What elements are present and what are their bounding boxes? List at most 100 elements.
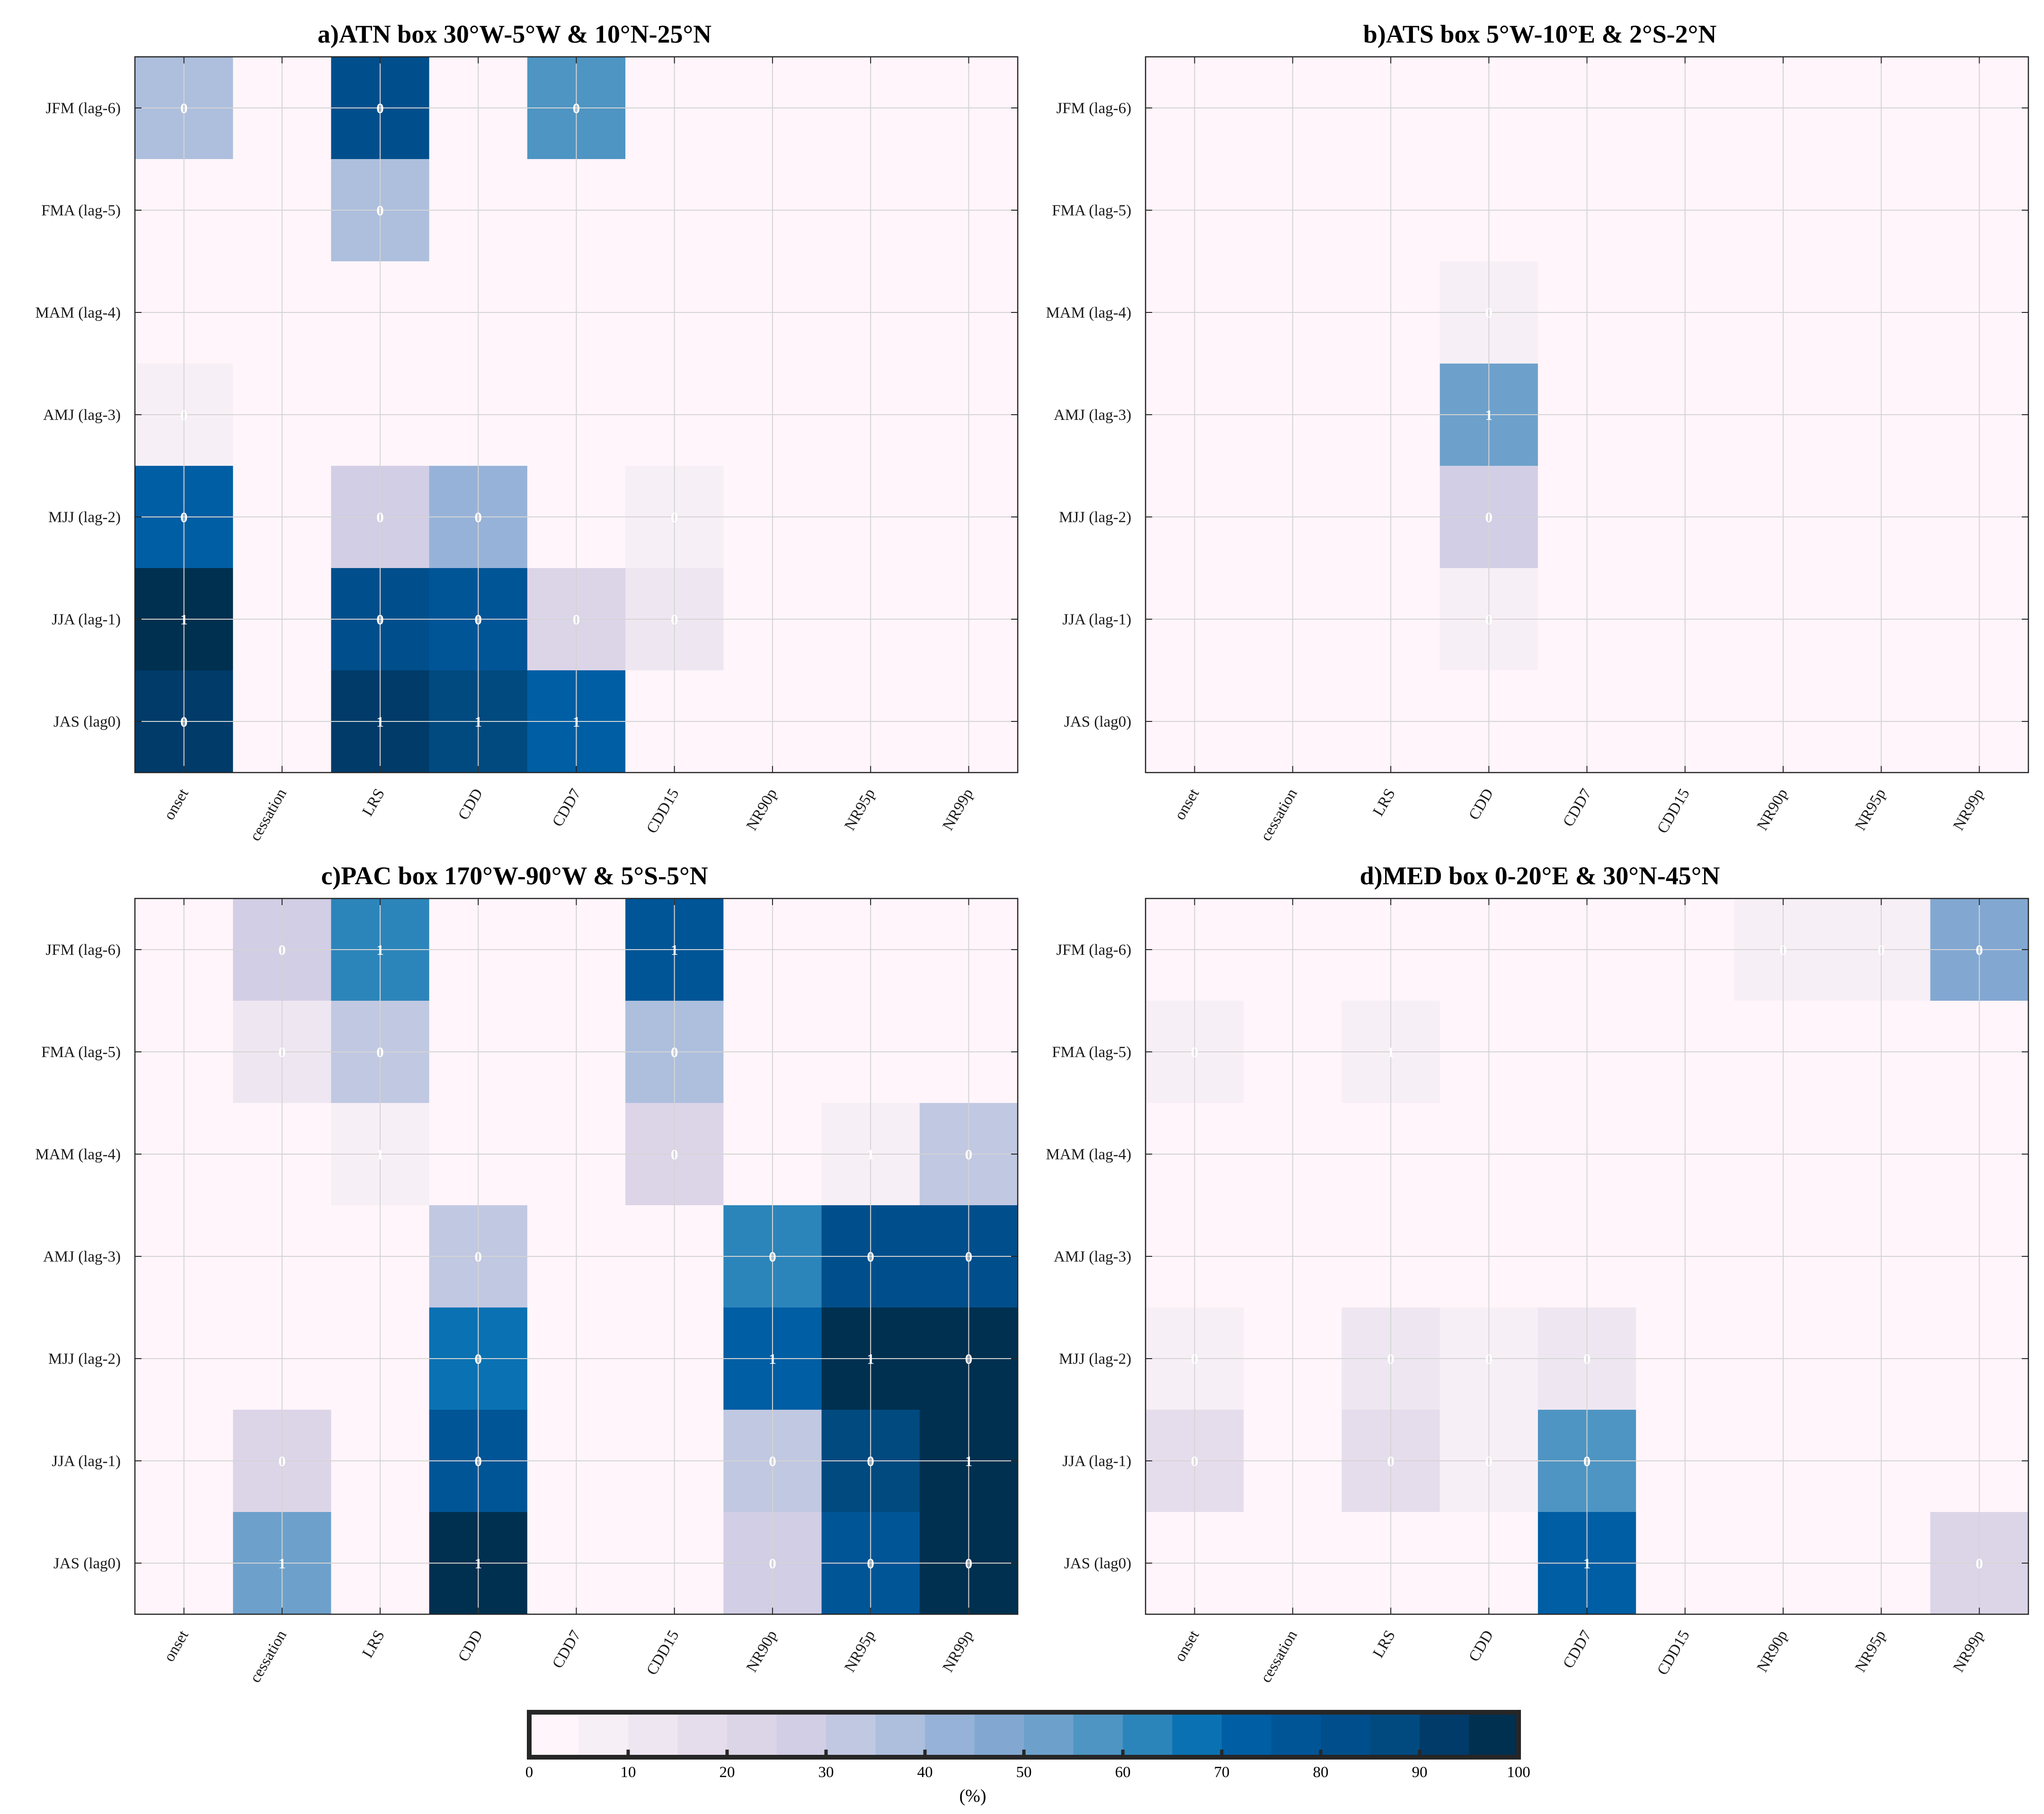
panel-c-title: c)PAC box 170°W-90°W & 5°S-5°N: [321, 862, 708, 890]
panel-b-cell-label: 1: [1485, 407, 1493, 423]
panel-c: c)PAC box 170°W-90°W & 5°S-5°N 0 1 1 0 0 0 1 0 1…: [35, 862, 1019, 1686]
panel-d: d)MED box 0-20°E & 30°N-45°N 0 0 0 0 1 0 0 0 0 0 0…: [1046, 862, 2029, 1686]
panel-a-cell-label: 0: [180, 100, 188, 116]
colorbar-swatch: [1370, 1712, 1420, 1757]
colorbar-swatch: [578, 1712, 629, 1757]
panel-c-cell-label: 1: [867, 1351, 874, 1367]
panel-b-y-label: JFM (lag-6): [1056, 100, 1131, 117]
colorbar-swatch: [1024, 1712, 1074, 1757]
panel-d-cell-label: 1: [1387, 1044, 1395, 1060]
panel-c-y-label: MAM (lag-4): [35, 1146, 121, 1163]
colorbar-swatch: [1469, 1712, 1519, 1757]
panel-b-y-label: MAM (lag-4): [1046, 304, 1131, 321]
panel-b-y-label: JAS (lag0): [1064, 713, 1131, 730]
panel-d-cell-label: 0: [1191, 1453, 1199, 1469]
colorbar-swatch: [727, 1712, 777, 1757]
colorbar-swatch: [826, 1712, 876, 1757]
panel-a-cell-labels: 0 0 0 0 0 0 0 0 0 1 0 0 0 0 0 1 1 1: [180, 100, 678, 730]
panel-c-cell-label: 0: [278, 1453, 286, 1469]
panel-c-cell-labels: 0 1 1 0 0 0 1 0 1 0 0 0 0 0 0 1 1 0 0 0 0 0 1 1 1 0 0 0: [278, 942, 972, 1572]
panel-c-y-label: JJA (lag-1): [52, 1453, 121, 1470]
panel-b-y-axis: JFM (lag-6) FMA (lag-5) MAM (lag-4) AMJ (la…: [1046, 100, 2028, 730]
panel-c-cell-label: 0: [671, 1044, 678, 1060]
panel-c-y-label: MJJ (lag-2): [48, 1351, 121, 1368]
panel-c-cell-label: 0: [278, 942, 286, 958]
panel-c-y-label: JAS (lag0): [53, 1555, 121, 1572]
panel-a-cell-label: 0: [180, 713, 188, 730]
colorbar-swatch: [1172, 1712, 1222, 1757]
panel-d-y-label: MAM (lag-4): [1046, 1146, 1131, 1163]
panel-d-cell-label: 0: [1387, 1453, 1395, 1469]
panel-a-cell-label: 0: [475, 509, 482, 525]
panel-c-cell-label: 1: [965, 1453, 973, 1469]
colorbar-swatch: [1222, 1712, 1271, 1757]
panel-c-cell-label: 0: [965, 1248, 973, 1265]
panel-b-y-label: JJA (lag-1): [1062, 611, 1131, 628]
colorbar-swatch: [776, 1712, 826, 1757]
panel-b-cell-label: 0: [1485, 509, 1493, 525]
colorbar-tick-label: 20: [720, 1764, 735, 1781]
colorbar-swatch: [1073, 1712, 1123, 1757]
colorbar-tick-label: 40: [917, 1764, 933, 1781]
panel-d-cell-labels: 0 0 0 0 1 0 0 0 0 0 0 0 0 1 0: [1191, 942, 1983, 1572]
panel-a-cell-label: 0: [671, 509, 678, 525]
colorbar-tick-label: 60: [1115, 1764, 1131, 1781]
panel-b-y-label: AMJ (lag-3): [1054, 407, 1131, 424]
panel-c-y-label: JFM (lag-6): [45, 942, 121, 959]
panel-b-cell-label: 0: [1485, 304, 1493, 321]
panel-c-cell-label: 0: [965, 1146, 973, 1163]
panel-a-y-label: FMA (lag-5): [41, 202, 121, 219]
panel-c-cell-label: 0: [769, 1453, 776, 1469]
panel-c-cell-label: 0: [475, 1453, 482, 1469]
colorbar-swatch: [1271, 1712, 1321, 1757]
panel-d-cell-label: 0: [1191, 1044, 1199, 1060]
panel-d-y-label: JJA (lag-1): [1062, 1453, 1131, 1470]
panel-d-title: d)MED box 0-20°E & 30°N-45°N: [1360, 862, 1720, 890]
panel-d-grid: [1146, 898, 2028, 1614]
panel-c-cell-label: 1: [376, 942, 384, 958]
panel-a-cell-label: 1: [180, 611, 188, 628]
panel-d-y-label: MJJ (lag-2): [1059, 1351, 1131, 1368]
panel-a-y-label: MJJ (lag-2): [48, 509, 121, 526]
panel-a-cell-label: 0: [573, 611, 580, 628]
panel-c-cell-label: 1: [671, 942, 678, 958]
panel-c-cell-label: 0: [475, 1351, 482, 1367]
panel-d-y-label: FMA (lag-5): [1052, 1044, 1131, 1061]
panel-c-grid: [135, 898, 1018, 1614]
panel-c-cell-label: 0: [475, 1248, 482, 1265]
panel-d-cell-label: 0: [1485, 1351, 1493, 1367]
panel-d-cell-label: 0: [1779, 942, 1787, 958]
colorbar-tick-label: 0: [525, 1764, 533, 1781]
colorbar-tick-label: 30: [818, 1764, 834, 1781]
panel-c-y-label: FMA (lag-5): [41, 1044, 121, 1061]
panel-a-y-label: JJA (lag-1): [52, 611, 121, 628]
colorbar-swatch: [628, 1712, 678, 1757]
panel-c-cell-label: 0: [278, 1044, 286, 1060]
panel-a-title: a)ATN box 30°W-5°W & 10°N-25°N: [318, 20, 711, 48]
panel-c-cell-label: 1: [376, 1146, 384, 1163]
panel-d-cell-label: 0: [1191, 1351, 1199, 1367]
colorbar-unit-label: (%): [960, 1786, 986, 1806]
panel-a-y-label: MAM (lag-4): [35, 304, 121, 321]
panel-d-cell-label: 0: [1387, 1351, 1395, 1367]
panel-d-y-label: JAS (lag0): [1064, 1555, 1131, 1572]
panel-a-cell-label: 0: [376, 100, 384, 116]
panel-a-y-axis: JFM (lag-6) FMA (lag-5) MAM (lag-4) AMJ (la…: [35, 100, 1018, 730]
panel-a-cell-label: 0: [573, 100, 580, 116]
colorbar-tick-label: 80: [1313, 1764, 1329, 1781]
panel-c-cell-label: 1: [769, 1351, 776, 1367]
panel-d-y-axis: JFM (lag-6) FMA (lag-5) MAM (lag-4) AMJ (la…: [1046, 942, 2028, 1572]
panel-b-title: b)ATS box 5°W-10°E & 2°S-2°N: [1363, 20, 1716, 48]
panel-d-cell-label: 0: [1583, 1351, 1591, 1367]
panel-d-cell-label: 0: [1485, 1453, 1493, 1469]
colorbar-swatch: [529, 1712, 579, 1757]
colorbar-swatch: [1123, 1712, 1173, 1757]
panel-d-y-label: JFM (lag-6): [1056, 942, 1131, 959]
panel-a-cell-label: 0: [180, 509, 188, 525]
panel-c-cell-label: 0: [867, 1555, 874, 1572]
panel-a-y-label: AMJ (lag-3): [43, 407, 121, 424]
panel-d-cell-label: 0: [1976, 942, 1983, 958]
colorbar-swatch: [875, 1712, 925, 1757]
panel-c-cell-label: 0: [867, 1248, 874, 1265]
